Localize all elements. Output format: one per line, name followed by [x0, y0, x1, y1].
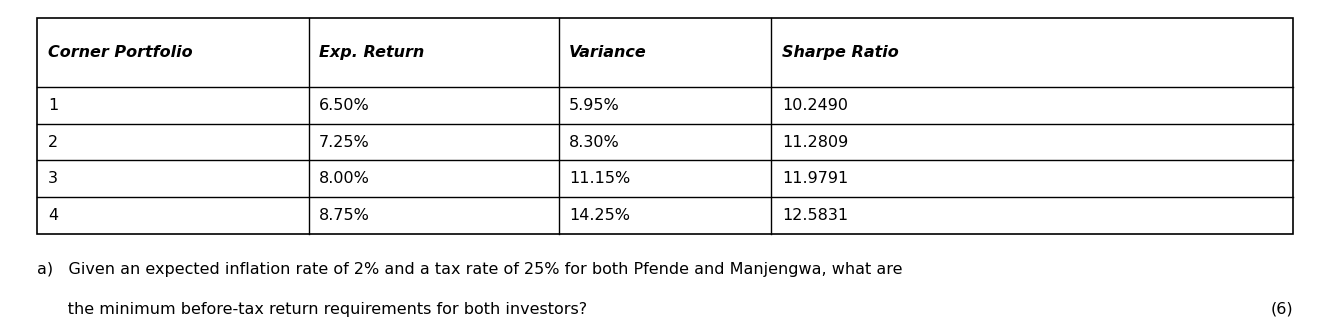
Text: the minimum before-tax return requirements for both investors?: the minimum before-tax return requiremen…: [37, 301, 588, 317]
Text: 14.25%: 14.25%: [569, 208, 630, 223]
Text: Corner Portfolio: Corner Portfolio: [48, 45, 193, 60]
Text: 8.00%: 8.00%: [319, 171, 370, 186]
Text: 11.9791: 11.9791: [782, 171, 849, 186]
Text: 12.5831: 12.5831: [782, 208, 849, 223]
Text: 10.2490: 10.2490: [782, 98, 849, 113]
Text: 2: 2: [48, 135, 59, 149]
Text: 11.2809: 11.2809: [782, 135, 849, 149]
Text: 1: 1: [48, 98, 59, 113]
Text: Exp. Return: Exp. Return: [319, 45, 424, 60]
Text: Variance: Variance: [569, 45, 646, 60]
Bar: [37, 18, 1293, 234]
Text: 4: 4: [48, 208, 59, 223]
Text: 3: 3: [48, 171, 59, 186]
Text: Sharpe Ratio: Sharpe Ratio: [782, 45, 899, 60]
Text: 8.75%: 8.75%: [319, 208, 370, 223]
Text: 5.95%: 5.95%: [569, 98, 620, 113]
Text: (6): (6): [1270, 301, 1293, 317]
Text: 7.25%: 7.25%: [319, 135, 370, 149]
Text: 6.50%: 6.50%: [319, 98, 370, 113]
Text: 11.15%: 11.15%: [569, 171, 630, 186]
Text: 8.30%: 8.30%: [569, 135, 620, 149]
Text: a)   Given an expected inflation rate of 2% and a tax rate of 25% for both Pfend: a) Given an expected inflation rate of 2…: [37, 262, 903, 277]
